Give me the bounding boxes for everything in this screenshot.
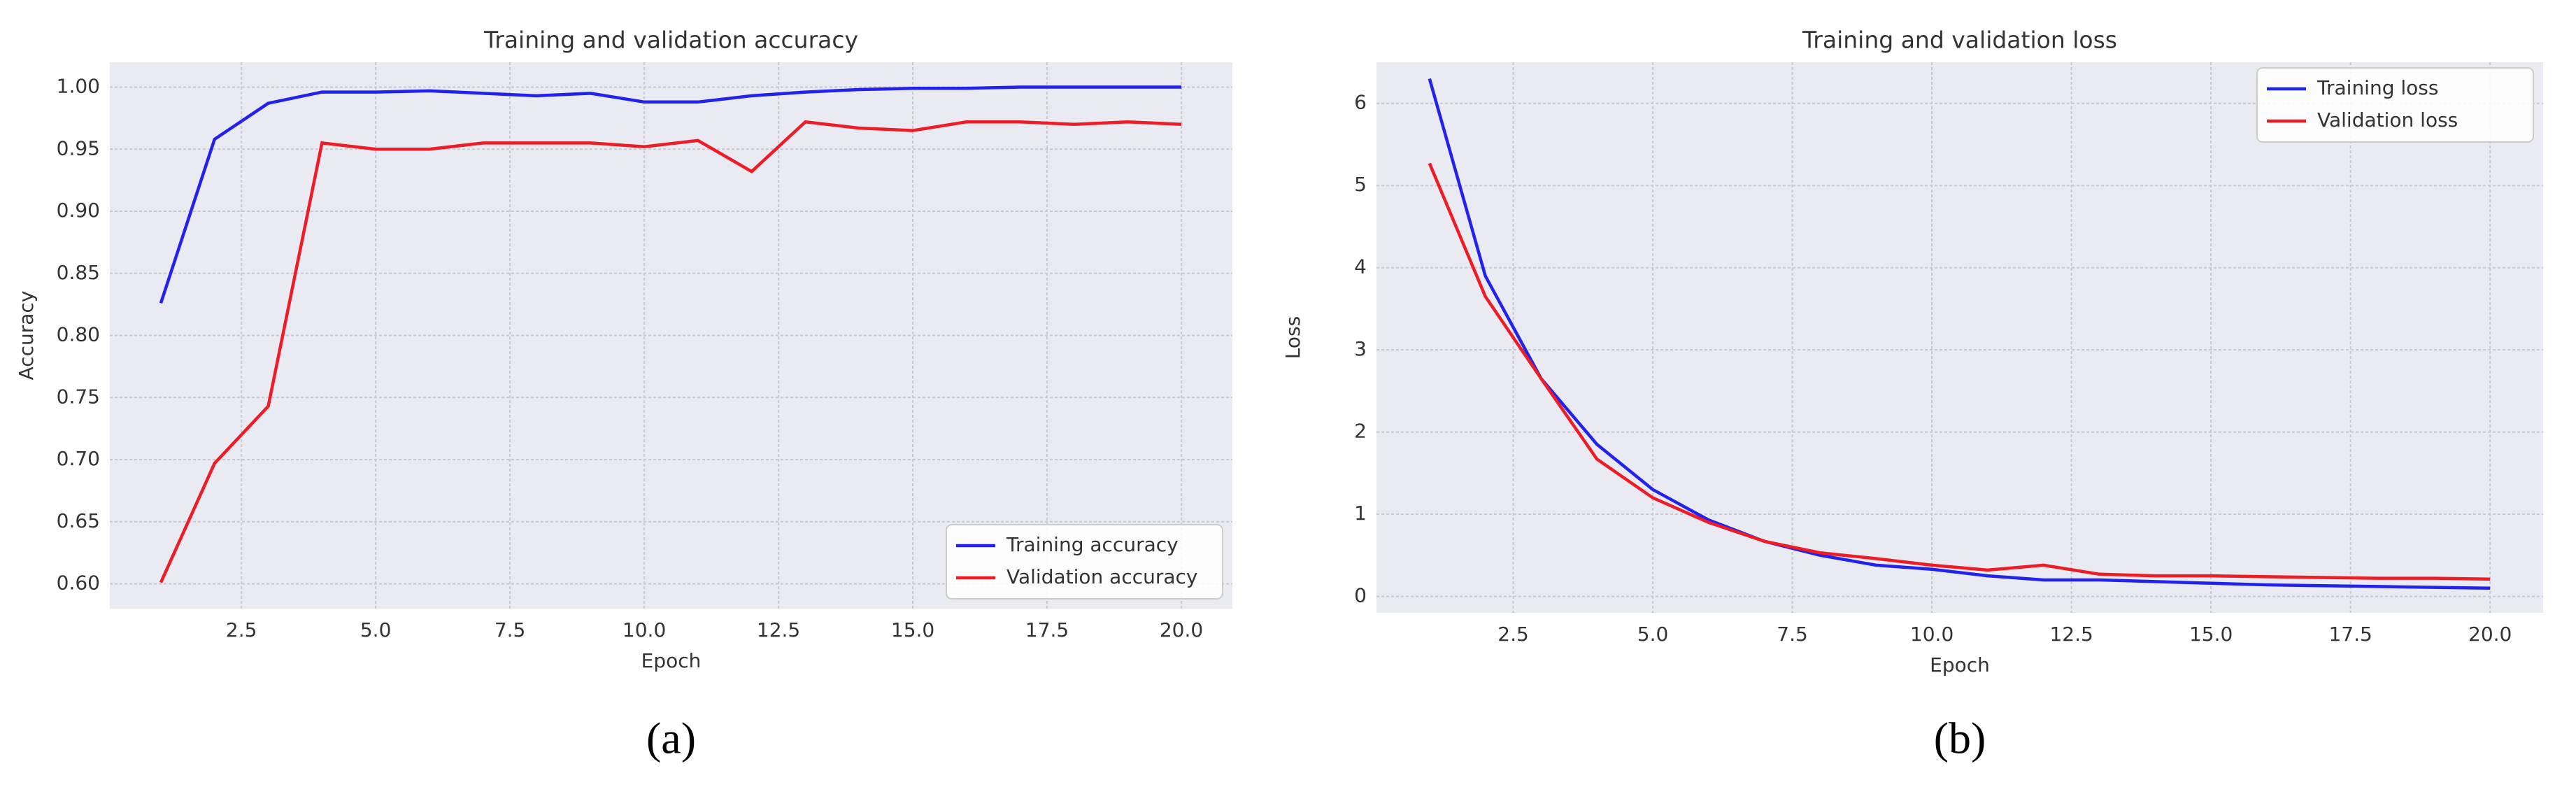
x-tick-label: 2.5: [226, 618, 257, 641]
plot-area: [1376, 62, 2543, 613]
x-tick-label: 5.0: [1637, 623, 1669, 646]
legend-box: [2256, 67, 2534, 143]
legend-label: Validation loss: [2317, 108, 2458, 132]
y-tick-label: 0.60: [57, 572, 100, 595]
y-tick-label: 5: [1354, 173, 1367, 196]
x-axis-label: Epoch: [641, 649, 702, 672]
y-tick-label: 0.90: [57, 199, 100, 222]
y-tick-label: 0.95: [57, 136, 100, 159]
data-line: [1428, 78, 2491, 590]
x-tick-label: 10.0: [1910, 623, 1954, 646]
y-tick-label: 3: [1354, 337, 1367, 360]
y-tick-label: 0: [1354, 584, 1367, 607]
x-tick-label: 2.5: [1497, 623, 1529, 646]
data-line: [1428, 162, 2491, 581]
x-tick-label: 12.5: [2049, 623, 2093, 646]
data-line: [159, 120, 1182, 583]
y-tick-label: 1: [1354, 502, 1367, 525]
x-tick-label: 15.0: [2189, 623, 2233, 646]
legend-label: Validation accuracy: [1006, 565, 1198, 588]
x-tick-label: 7.5: [494, 618, 526, 641]
y-tick-label: 6: [1354, 91, 1367, 114]
x-tick-label: 17.5: [2328, 623, 2372, 646]
legend-label: Training accuracy: [1006, 533, 1179, 556]
y-tick-label: 2: [1354, 420, 1367, 443]
x-tick-label: 17.5: [1025, 618, 1069, 641]
y-axis-label: Accuracy: [15, 291, 38, 381]
x-tick-label: 12.5: [757, 618, 800, 641]
y-tick-label: 0.85: [57, 261, 100, 284]
x-tick-label: 5.0: [360, 618, 392, 641]
legend-box: [946, 524, 1223, 600]
y-tick-label: 0.75: [57, 385, 100, 408]
legend-label: Training loss: [2317, 76, 2438, 99]
y-tick-label: 0.70: [57, 447, 100, 470]
y-axis-label: Loss: [1281, 316, 1304, 359]
y-tick-label: 1.00: [57, 75, 100, 98]
y-tick-label: 0.80: [57, 323, 100, 346]
x-tick-label: 15.0: [891, 618, 934, 641]
x-tick-label: 10.0: [622, 618, 666, 641]
chart-title: Training and validation accuracy: [483, 27, 858, 54]
x-tick-label: 7.5: [1777, 623, 1808, 646]
x-tick-label: 20.0: [1160, 618, 1203, 641]
data-line: [159, 85, 1182, 304]
x-tick-label: 20.0: [2468, 623, 2512, 646]
y-tick-label: 4: [1354, 255, 1367, 278]
x-axis-label: Epoch: [1930, 653, 1990, 676]
y-tick-label: 0.65: [57, 509, 100, 532]
panel-label: (a): [646, 714, 696, 763]
panel-label: (b): [1934, 714, 1986, 763]
chart-title: Training and validation loss: [1802, 27, 2117, 54]
